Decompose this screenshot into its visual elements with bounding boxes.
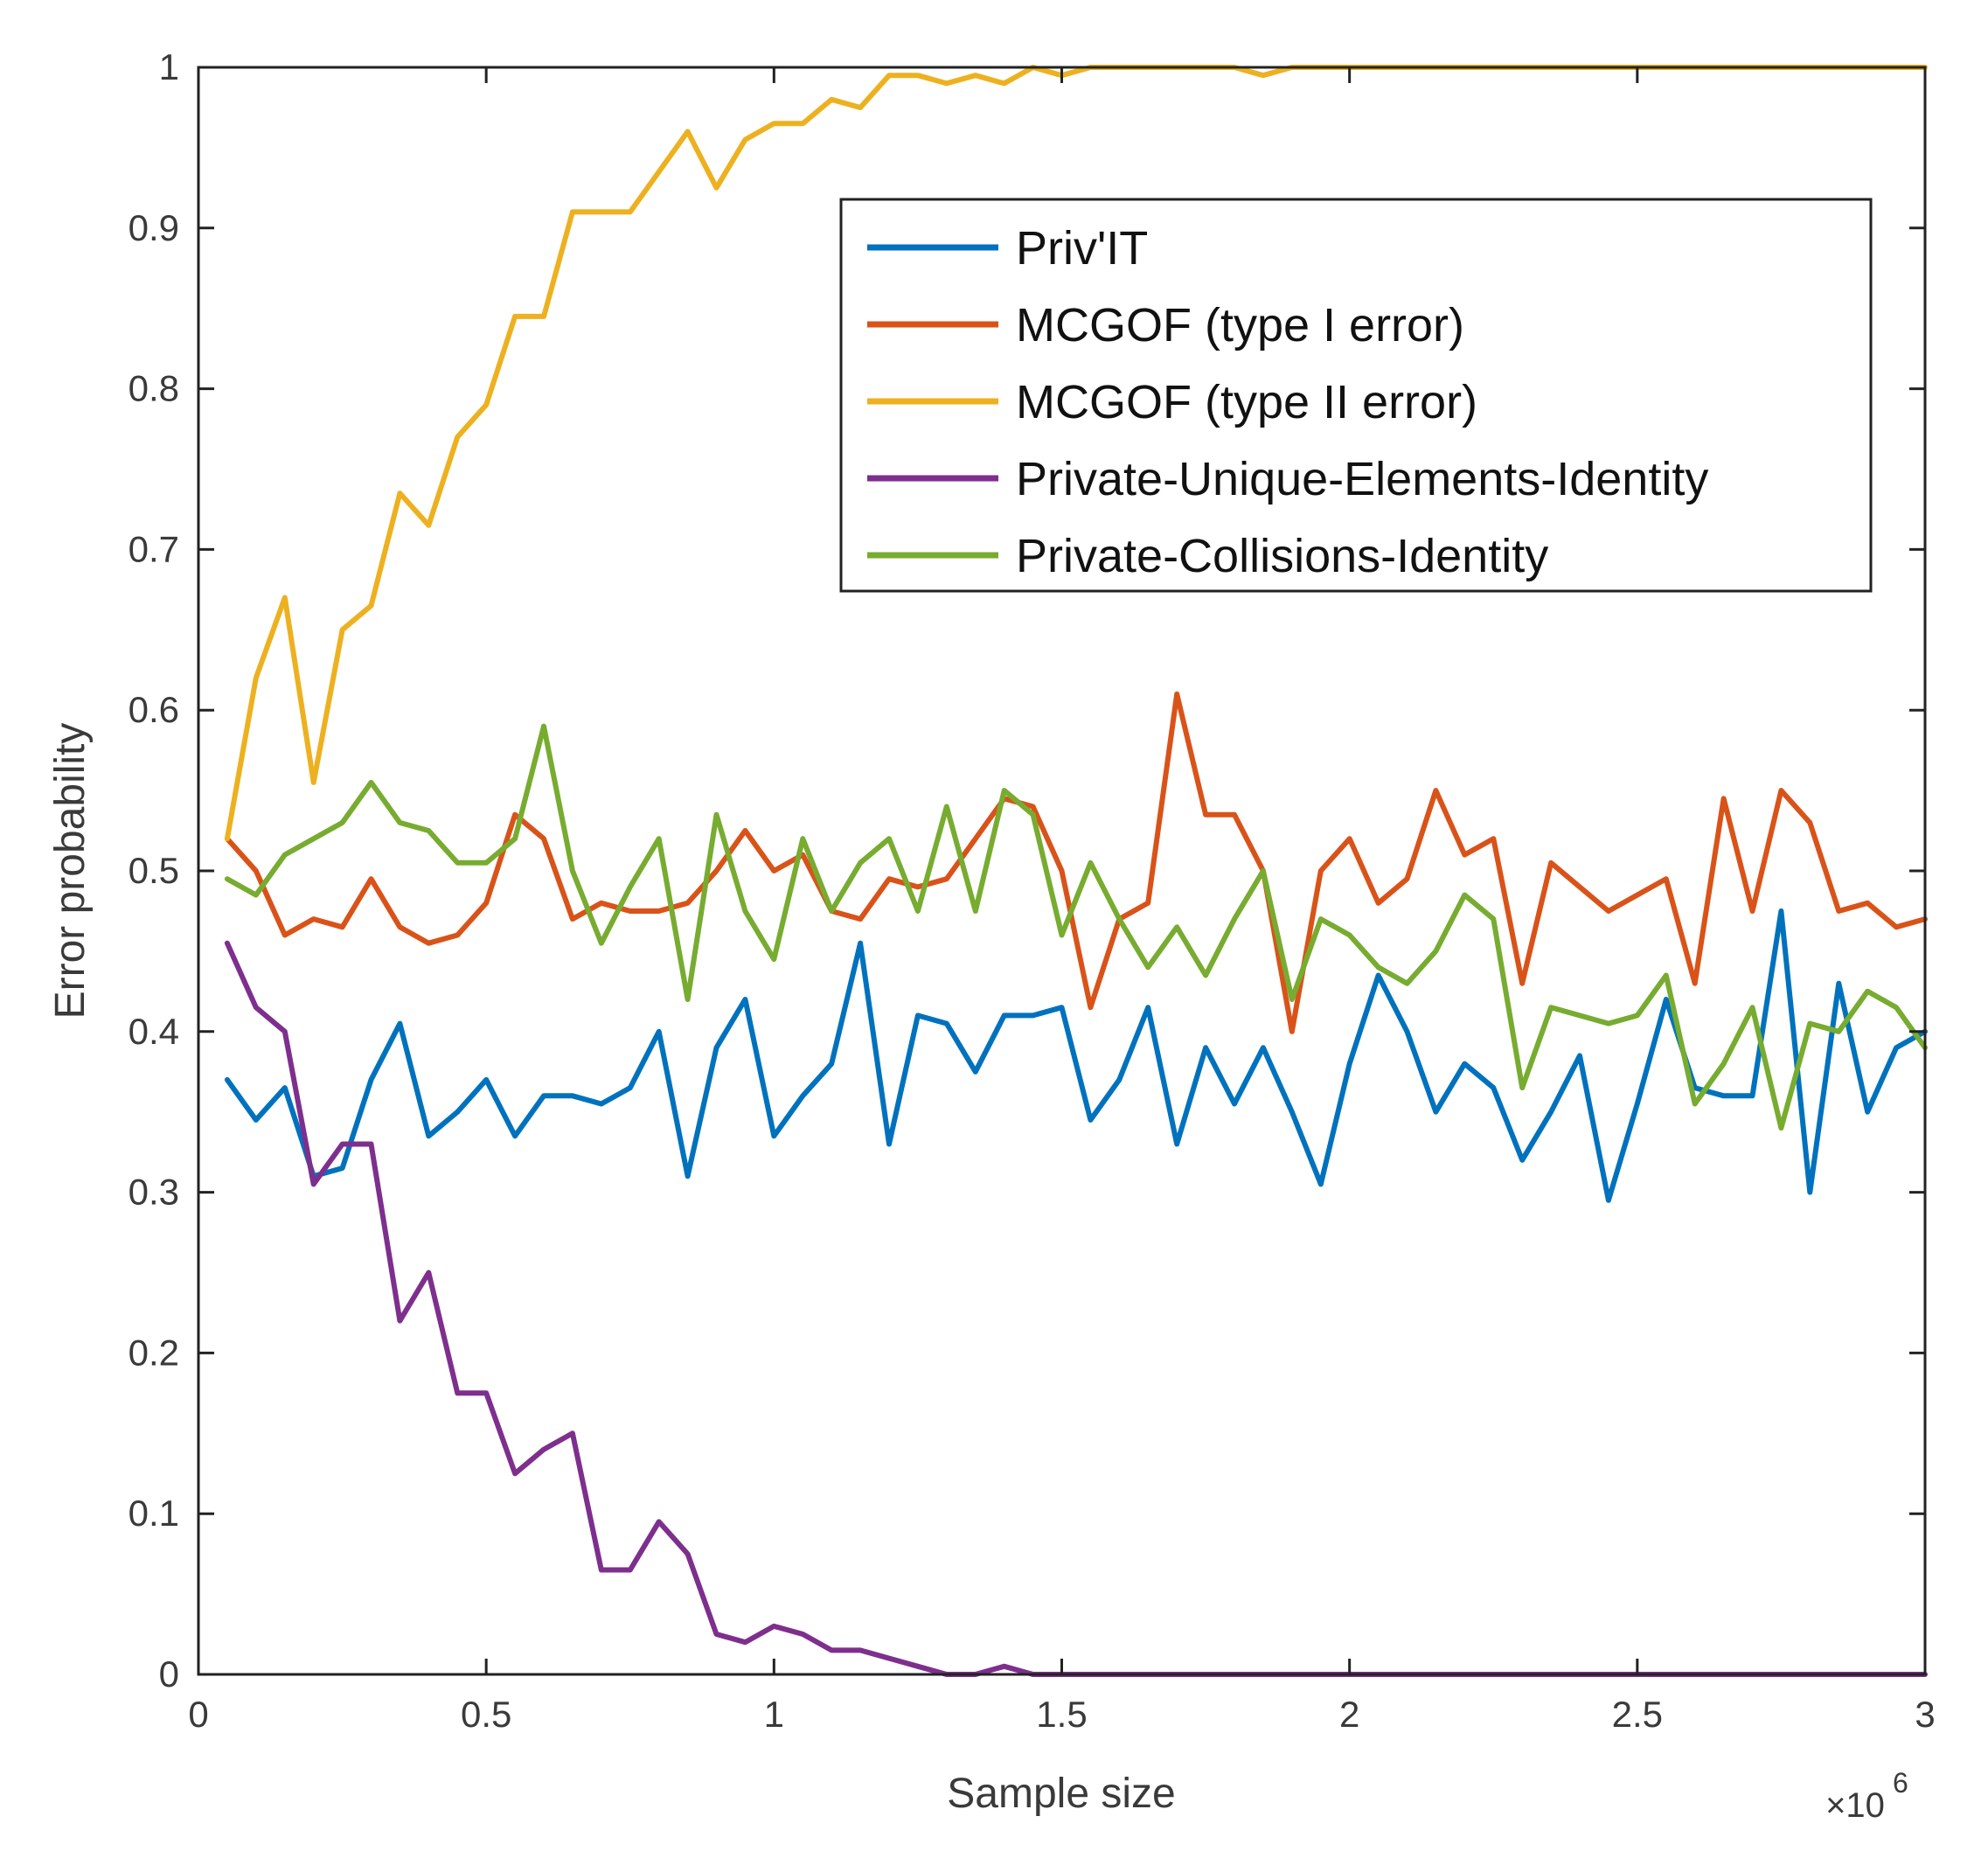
y-tick-label: 0.5	[129, 850, 179, 891]
x-tick-label: 1	[764, 1694, 784, 1735]
x-multiplier-base: ×10	[1825, 1786, 1885, 1825]
legend-label-1: MCGOF (type I error)	[1016, 299, 1464, 351]
y-tick-label: 0.7	[129, 528, 179, 569]
y-tick-label: 1	[159, 46, 179, 87]
y-tick-label: 0.8	[129, 368, 179, 409]
y-tick-label: 0.3	[129, 1172, 179, 1213]
y-tick-label: 0	[159, 1653, 179, 1695]
x-tick-label: 0	[188, 1694, 208, 1735]
x-tick-label: 2	[1339, 1694, 1359, 1735]
legend-box	[839, 198, 1873, 593]
y-tick-label: 0.1	[129, 1493, 179, 1534]
y-tick-label: 0.2	[129, 1332, 179, 1373]
x-tick-label: 3	[1915, 1694, 1935, 1735]
x-tick-label: 2.5	[1612, 1694, 1663, 1735]
series-line-1	[224, 691, 1928, 1034]
ticks-layer: 0 0.5 1 1.5 2 2.5 3 0 0.1 0.2 0.3 0.4 0.5 0.6 0.7 0.8 0.…	[129, 46, 1936, 1735]
y-tick-label: 0.6	[129, 689, 179, 730]
legend-items: Priv'IT MCGOF (type I error) MCGOF (type I…	[867, 222, 1708, 582]
y-tick-label: 0.4	[129, 1011, 179, 1052]
x-tick-label: 0.5	[461, 1694, 511, 1735]
legend-label-2: MCGOF (type II error)	[1016, 376, 1477, 428]
legend-label-3: Private-Unique-Elements-Identity	[1016, 453, 1708, 505]
y-axis-label: Error probability	[47, 723, 94, 1019]
series-line-4	[224, 723, 1928, 1131]
x-tick-label: 1.5	[1036, 1694, 1087, 1735]
legend-label-4: Private-Collisions-Identity	[1016, 530, 1548, 582]
legend-label-0: Priv'IT	[1016, 222, 1148, 275]
legend: Priv'IT MCGOF (type I error) MCGOF (type I…	[839, 198, 1873, 593]
x-axis-label: Sample size	[947, 1771, 1175, 1817]
plot-frame	[197, 66, 1927, 1676]
series-line-0	[224, 908, 1928, 1203]
x-multiplier-exponent: 6	[1893, 1767, 1908, 1799]
y-tick-label: 0.9	[129, 207, 179, 248]
x-multiplier: ×10 6	[1825, 1767, 1908, 1825]
